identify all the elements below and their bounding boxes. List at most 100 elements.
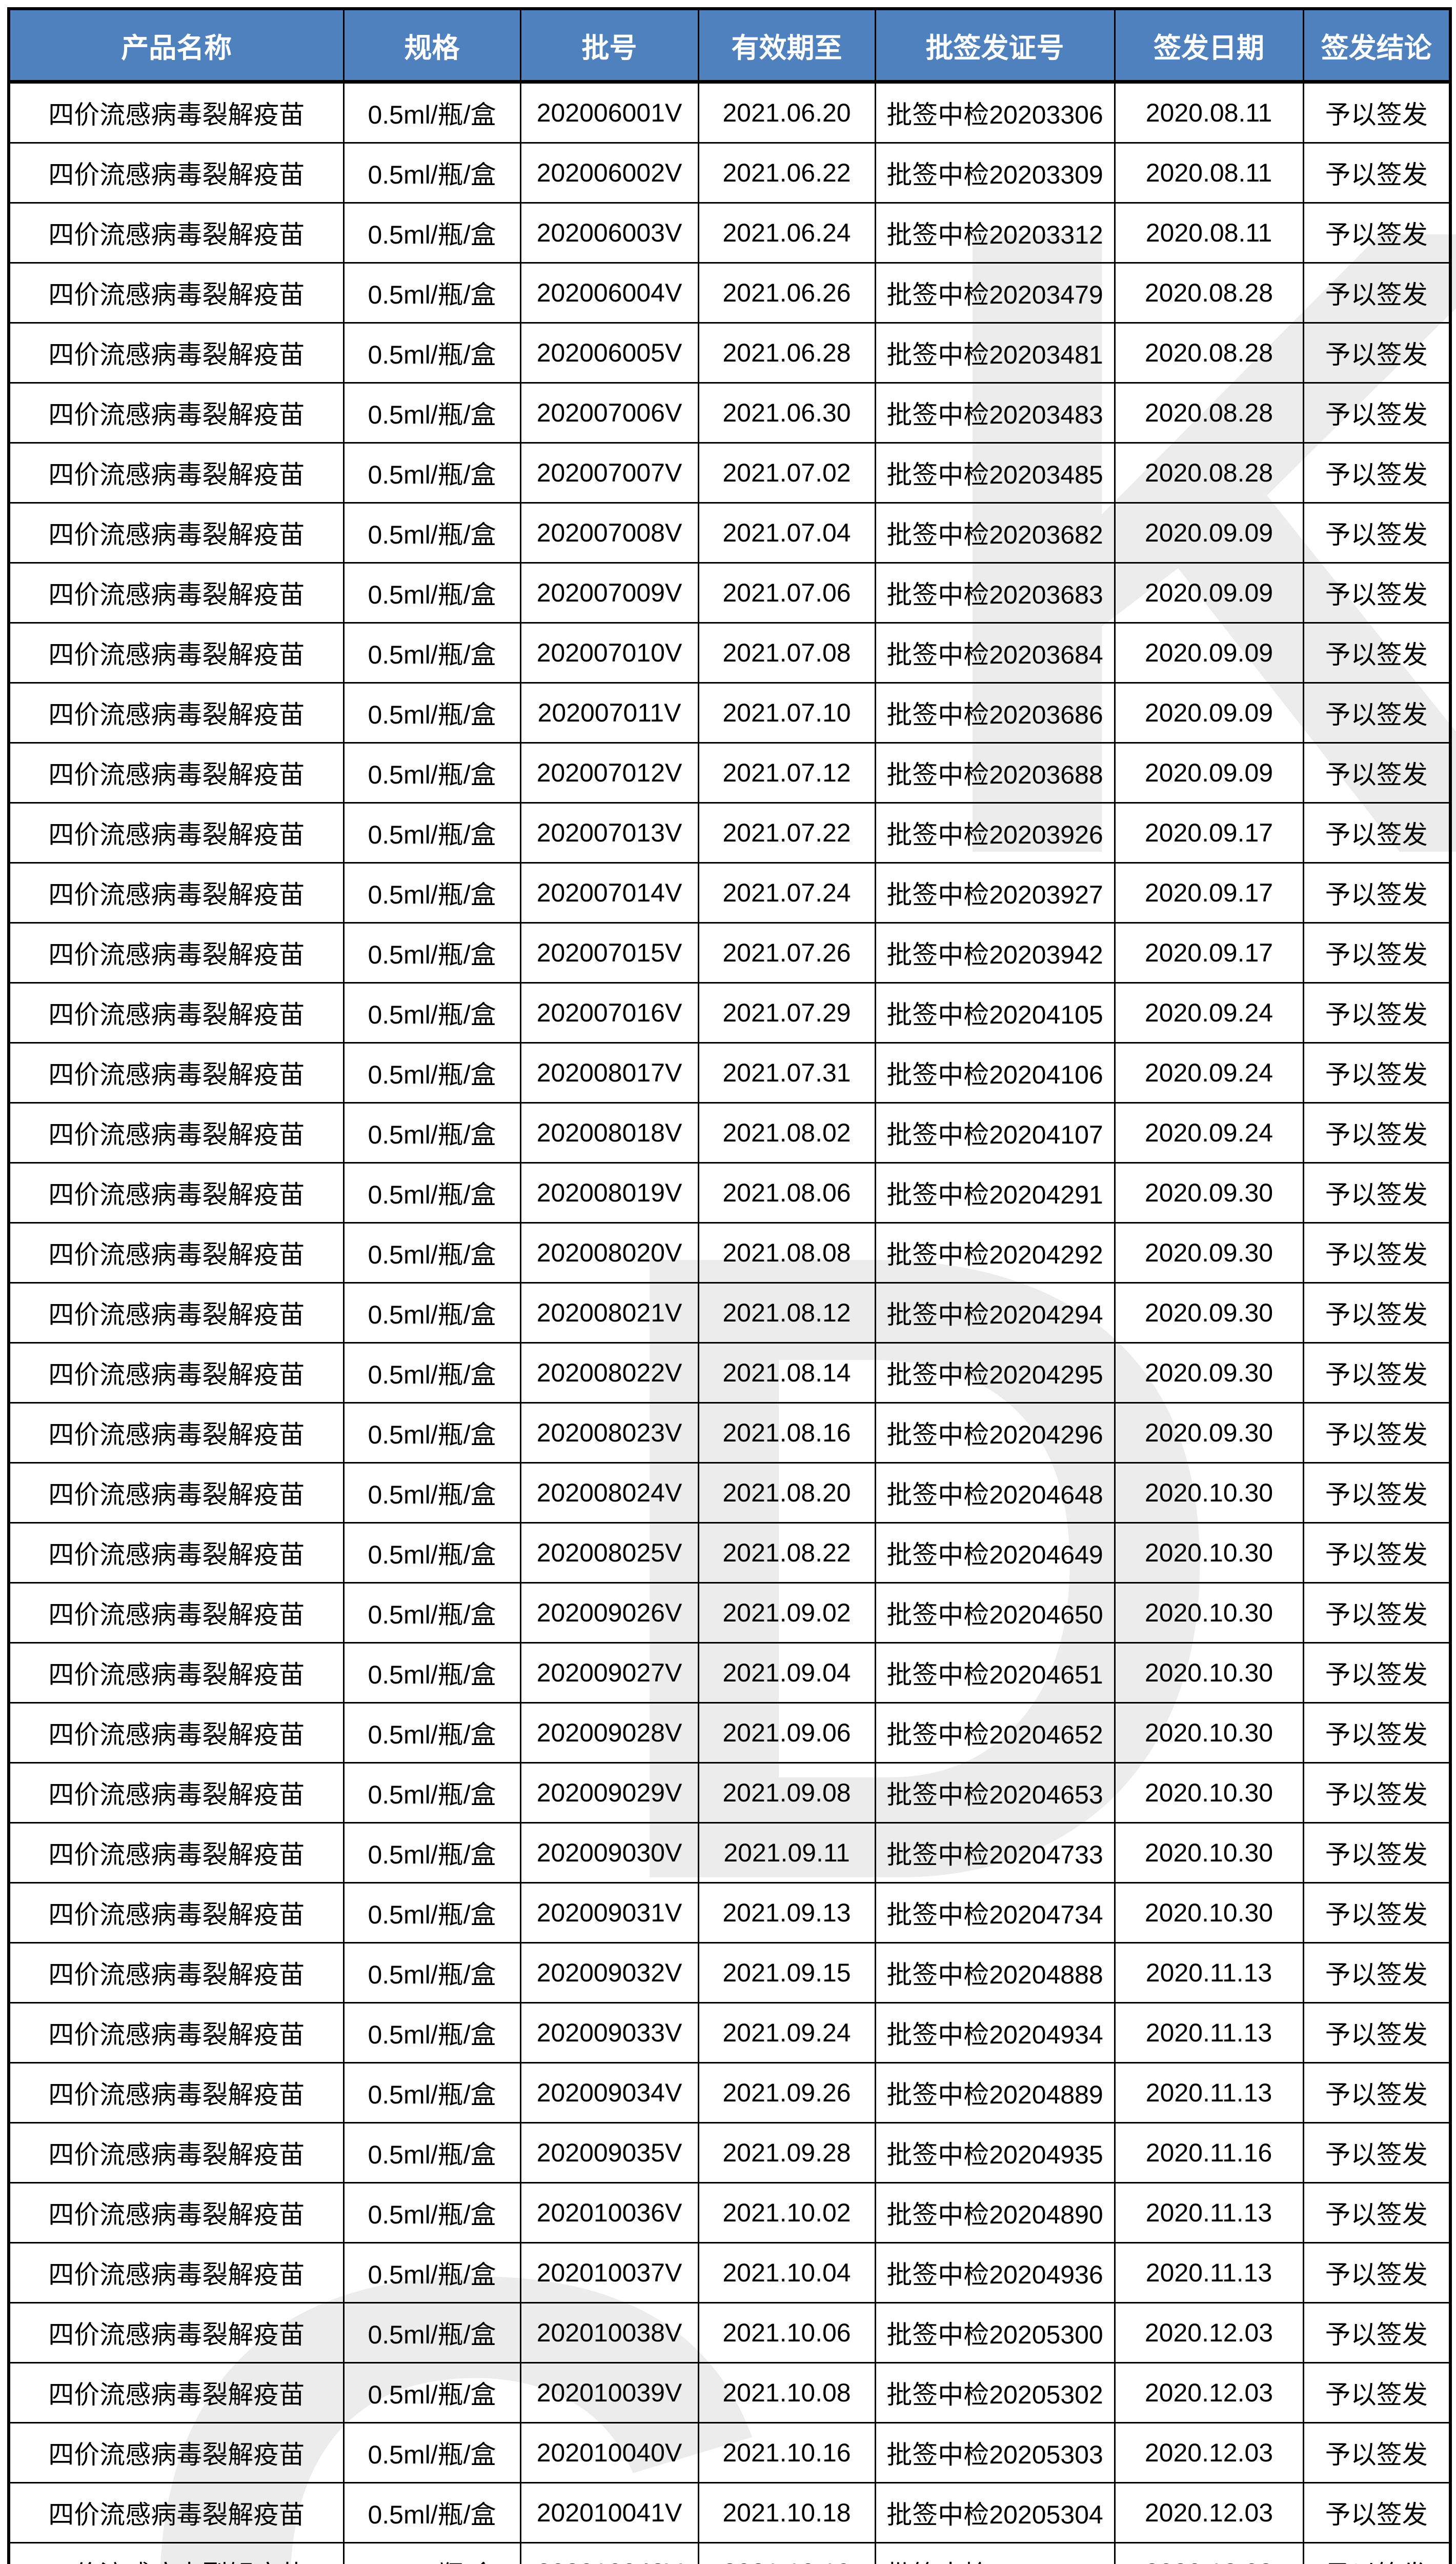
cell-spec: 0.5ml/瓶/盒: [342, 622, 521, 684]
cell-cert-no: 批签中检20203312: [874, 202, 1116, 264]
cell-batch-no: 202008024V: [519, 1462, 699, 1524]
cell-cert-no: 批签中检20204295: [874, 1342, 1116, 1404]
cell-batch-no: 202009029V: [519, 1762, 699, 1824]
cell-batch-no: 202007016V: [519, 982, 699, 1044]
cell-conclusion: 予以签发: [1302, 622, 1451, 684]
cell-valid-until: 2021.06.26: [697, 262, 876, 324]
cell-issue-date: 2020.08.11: [1114, 142, 1304, 204]
col-header-spec: 规格: [342, 8, 521, 84]
cell-conclusion: 予以签发: [1302, 2482, 1451, 2543]
cell-issue-date: 2020.11.16: [1114, 2122, 1304, 2184]
cell-cert-no: 批签中检20203683: [874, 562, 1116, 624]
cell-cert-no: 批签中检20204652: [874, 1702, 1116, 1764]
cell-spec: 0.5ml/瓶/盒: [342, 802, 521, 864]
cell-valid-until: 2021.07.26: [697, 922, 876, 984]
cell-product-name: 四价流感病毒裂解疫苗: [8, 1342, 345, 1404]
cell-spec: 0.5ml/瓶/盒: [342, 1582, 521, 1644]
cell-cert-no: 批签中检20204107: [874, 1102, 1116, 1164]
cell-conclusion: 予以签发: [1302, 1282, 1451, 1344]
cell-spec: 0.5ml/瓶/盒: [342, 1342, 521, 1404]
cell-cert-no: 批签中检20203485: [874, 442, 1116, 504]
cell-conclusion: 予以签发: [1302, 442, 1451, 504]
cell-issue-date: 2020.11.13: [1114, 2002, 1304, 2064]
cell-valid-until: 2021.08.14: [697, 1342, 876, 1404]
cell-valid-until: 2021.09.15: [697, 1942, 876, 2004]
cell-product-name: 四价流感病毒裂解疫苗: [8, 562, 345, 624]
cell-batch-no: 202007008V: [519, 502, 699, 564]
cell-batch-no: 202009035V: [519, 2122, 699, 2184]
cell-valid-until: 2021.07.31: [697, 1042, 876, 1104]
cell-valid-until: 2021.09.04: [697, 1642, 876, 1704]
table-row: 四价流感病毒裂解疫苗 0.5ml/瓶/盒 202006004V 2021.06.…: [8, 262, 1451, 324]
cell-valid-until: 2021.08.22: [697, 1522, 876, 1584]
cell-valid-until: 2021.10.16: [697, 2422, 876, 2483]
cell-valid-until: 2021.10.06: [697, 2302, 876, 2363]
cell-product-name: 四价流感病毒裂解疫苗: [8, 2242, 345, 2303]
cell-valid-until: 2021.08.12: [697, 1282, 876, 1344]
cell-valid-until: 2021.06.30: [697, 382, 876, 444]
cell-issue-date: 2020.11.13: [1114, 1942, 1304, 2004]
cell-batch-no: 202006005V: [519, 322, 699, 384]
cell-issue-date: 2020.09.17: [1114, 862, 1304, 924]
cell-valid-until: 2021.09.24: [697, 2002, 876, 2064]
cell-spec: 0.5ml/瓶/盒: [342, 2542, 521, 2564]
cell-cert-no: 批签中检20204649: [874, 1522, 1116, 1584]
table-row: 四价流感病毒裂解疫苗 0.5ml/瓶/盒 202009029V 2021.09.…: [8, 1762, 1451, 1824]
cell-batch-no: 202007009V: [519, 562, 699, 624]
cell-spec: 0.5ml/瓶/盒: [342, 562, 521, 624]
cell-issue-date: 2020.09.09: [1114, 742, 1304, 804]
cell-issue-date: 2020.08.28: [1114, 442, 1304, 504]
cell-valid-until: 2021.07.12: [697, 742, 876, 804]
cell-batch-no: 202009032V: [519, 1942, 699, 2004]
cell-product-name: 四价流感病毒裂解疫苗: [8, 622, 345, 684]
cell-issue-date: 2020.09.30: [1114, 1162, 1304, 1224]
cell-conclusion: 予以签发: [1302, 2242, 1451, 2303]
cell-conclusion: 予以签发: [1302, 682, 1451, 744]
table-row: 四价流感病毒裂解疫苗 0.5ml/瓶/盒 202008024V 2021.08.…: [8, 1462, 1451, 1524]
table-row: 四价流感病毒裂解疫苗 0.5ml/瓶/盒 202007016V 2021.07.…: [8, 982, 1451, 1044]
table-row: 四价流感病毒裂解疫苗 0.5ml/瓶/盒 202008025V 2021.08.…: [8, 1522, 1451, 1584]
cell-valid-until: 2021.08.06: [697, 1162, 876, 1224]
cell-product-name: 四价流感病毒裂解疫苗: [8, 2182, 345, 2244]
cell-cert-no: 批签中检20203926: [874, 802, 1116, 864]
cell-valid-until: 2021.09.02: [697, 1582, 876, 1644]
cell-cert-no: 批签中检20204934: [874, 2002, 1116, 2064]
table-row: 四价流感病毒裂解疫苗 0.5ml/瓶/盒 202008019V 2021.08.…: [8, 1162, 1451, 1224]
cell-cert-no: 批签中检20204653: [874, 1762, 1116, 1824]
cell-product-name: 四价流感病毒裂解疫苗: [8, 1522, 345, 1584]
cell-product-name: 四价流感病毒裂解疫苗: [8, 1462, 345, 1524]
table-row: 四价流感病毒裂解疫苗 0.5ml/瓶/盒 202007007V 2021.07.…: [8, 442, 1451, 504]
cell-batch-no: 202008022V: [519, 1342, 699, 1404]
table-row: 四价流感病毒裂解疫苗 0.5ml/瓶/盒 202006001V 2021.06.…: [8, 81, 1451, 144]
table-row: 四价流感病毒裂解疫苗 0.5ml/瓶/盒 202007014V 2021.07.…: [8, 862, 1451, 924]
cell-product-name: 四价流感病毒裂解疫苗: [8, 922, 345, 984]
cell-spec: 0.5ml/瓶/盒: [342, 442, 521, 504]
cell-product-name: 四价流感病毒裂解疫苗: [8, 2422, 345, 2483]
cell-spec: 0.5ml/瓶/盒: [342, 1102, 521, 1164]
cell-spec: 0.5ml/瓶/盒: [342, 1822, 521, 1884]
cell-conclusion: 予以签发: [1302, 1462, 1451, 1524]
cell-conclusion: 予以签发: [1302, 1822, 1451, 1884]
cell-conclusion: 予以签发: [1302, 1702, 1451, 1764]
header-row: 产品名称 规格 批号 有效期至 批签发证号 签发日期 签发结论: [8, 8, 1451, 84]
cell-issue-date: 2020.09.09: [1114, 502, 1304, 564]
cell-conclusion: 予以签发: [1302, 1522, 1451, 1584]
cell-cert-no: 批签中检20203306: [874, 81, 1116, 144]
cell-product-name: 四价流感病毒裂解疫苗: [8, 1222, 345, 1284]
cell-spec: 0.5ml/瓶/盒: [342, 322, 521, 384]
cell-batch-no: 202010038V: [519, 2302, 699, 2363]
cell-issue-date: 2020.10.30: [1114, 1462, 1304, 1524]
table-row: 四价流感病毒裂解疫苗 0.5ml/瓶/盒 202007009V 2021.07.…: [8, 562, 1451, 624]
cell-spec: 0.5ml/瓶/盒: [342, 2002, 521, 2064]
cell-cert-no: 批签中检20204105: [874, 982, 1116, 1044]
table-row: 四价流感病毒裂解疫苗 0.5ml/瓶/盒 202007015V 2021.07.…: [8, 922, 1451, 984]
cell-issue-date: 2020.09.30: [1114, 1342, 1304, 1404]
cell-product-name: 四价流感病毒裂解疫苗: [8, 1642, 345, 1704]
cell-cert-no: 批签中检20204294: [874, 1282, 1116, 1344]
cell-issue-date: 2020.12.03: [1114, 2422, 1304, 2483]
cell-spec: 0.5ml/瓶/盒: [342, 1702, 521, 1764]
cell-issue-date: 2020.09.24: [1114, 1102, 1304, 1164]
cell-cert-no: 批签中检20204651: [874, 1642, 1116, 1704]
table-row: 四价流感病毒裂解疫苗 0.5ml/瓶/盒 202010042V 2021.10.…: [8, 2542, 1451, 2564]
